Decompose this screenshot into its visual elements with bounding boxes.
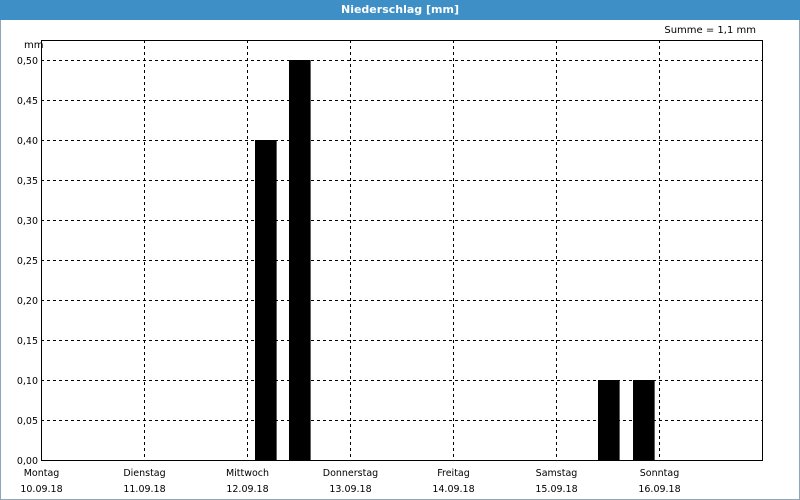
y-tick-labels: 0,00 0,05 0,10 0,15 0,20 0,25 0,30 0,35 0,40 0,45… [17,56,38,467]
x-tick-date: 16.09.18 [638,484,680,495]
x-tick-date: 11.09.18 [123,484,165,495]
y-tick-label: 0,25 [17,256,38,267]
y-tick-label: 0,35 [17,176,38,187]
bar [633,380,655,460]
y-tick-label: 0,45 [17,96,38,107]
x-tick-day: Sonntag [640,468,679,479]
y-tick-label: 0,10 [17,376,38,387]
x-tick-date: 15.09.18 [535,484,577,495]
x-tick-day: Dienstag [123,468,165,479]
sum-label: Summe = 1,1 mm [664,25,756,36]
grid-lines [41,40,762,460]
y-tick-label: 0,05 [17,416,38,427]
x-tick-labels: Montag 10.09.18 Dienstag 11.09.18 Mittwoch 12… [20,468,680,495]
x-tick-date: 12.09.18 [226,484,268,495]
y-tick-label: 0,40 [17,136,38,147]
x-tick-date: 10.09.18 [20,484,62,495]
bar [597,380,620,460]
plot-frame [41,40,763,461]
y-axis-unit: mm [24,40,44,51]
bar [288,60,311,460]
axes [41,40,763,461]
x-tick-day: Freitag [437,468,470,479]
x-tick-day: Donnerstag [323,468,378,479]
bar-series [255,60,655,460]
y-tick-label: 0,20 [17,296,38,307]
x-tick-day: Mittwoch [226,468,269,479]
x-tick-day: Samstag [536,468,578,479]
bar [255,140,277,460]
x-tick-date: 13.09.18 [329,484,371,495]
y-tick-label: 0,50 [17,56,38,67]
x-tick-day: Montag [24,468,60,479]
window-title: Niederschlag [mm] [0,0,800,20]
y-tick-label: 0,00 [17,456,38,467]
x-tick-date: 14.09.18 [432,484,474,495]
y-tick-label: 0,30 [17,216,38,227]
y-tick-label: 0,15 [17,336,38,347]
